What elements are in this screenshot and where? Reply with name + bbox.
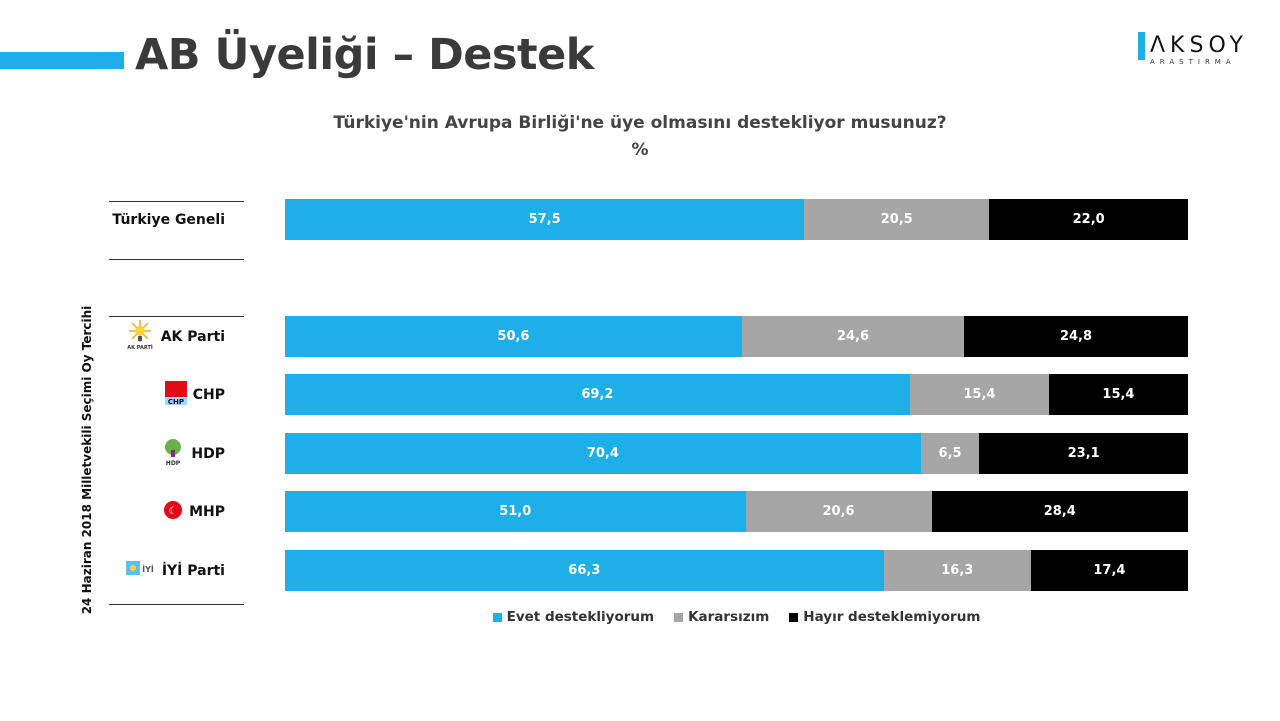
category-label: ☾ MHP <box>163 491 225 532</box>
bar-segment: 17,4 <box>1030 550 1188 591</box>
title-accent-bar <box>0 52 124 69</box>
legend-label: Evet destekliyorum <box>506 609 655 625</box>
bar-segment: 20,6 <box>745 491 932 532</box>
bar-segment: 15,4 <box>909 374 1049 415</box>
svg-text:ARASTIRMA: ARASTIRMA <box>1150 58 1236 66</box>
divider <box>109 316 244 317</box>
category-label: AK PARTİ AK Parti <box>125 316 225 357</box>
svg-text:İYİ: İYİ <box>142 564 154 574</box>
legend-swatch <box>492 612 502 622</box>
category-text: MHP <box>189 503 225 520</box>
iyi-parti-logo: İYİ <box>125 560 156 581</box>
category-text: CHP <box>192 386 225 403</box>
bar-segment: 20,5 <box>804 199 990 240</box>
legend-item: Kararsızım <box>674 609 769 625</box>
legend-item: Evet destekliyorum <box>492 609 655 625</box>
category-label: CHP CHP <box>164 374 225 415</box>
bar-segment: 57,5 <box>285 199 805 240</box>
category-text: HDP <box>191 445 225 462</box>
category-text: İYİ Parti <box>161 562 225 579</box>
legend-swatch <box>789 612 799 622</box>
page-title: AB Üyeliği – Destek <box>135 30 594 80</box>
category-label: İYİ İYİ Parti <box>125 550 225 591</box>
legend: Evet destekliyorum Kararsızım Hayır destek… <box>285 609 1188 625</box>
bar-segment: 22,0 <box>989 199 1188 240</box>
bar-segment: 6,5 <box>920 433 980 474</box>
bar-segment: 51,0 <box>285 491 746 532</box>
stacked-bar: 57,5 20,5 22,0 <box>285 199 1188 240</box>
svg-text:HDP: HDP <box>166 460 181 466</box>
divider <box>109 201 244 202</box>
legend-label: Kararsızım <box>688 609 770 625</box>
category-text: Türkiye Geneli <box>112 211 225 228</box>
ak-parti-logo: AK PARTİ <box>125 319 155 354</box>
mhp-logo: ☾ <box>163 500 183 524</box>
legend-label: Hayır desteklemiyorum <box>803 609 981 625</box>
svg-text:CHP: CHP <box>168 398 184 405</box>
group-label: 24 Haziran 2018 Milletvekili Seçimi Oy T… <box>80 305 94 615</box>
divider <box>109 604 244 605</box>
stacked-bar: 51,0 20,6 28,4 <box>285 491 1188 532</box>
category-label: Türkiye Geneli <box>112 199 225 240</box>
svg-text:ΛKSOY: ΛKSOY <box>1150 33 1248 58</box>
svg-text:AK PARTİ: AK PARTİ <box>127 344 153 350</box>
stacked-bar: 50,6 24,6 24,8 <box>285 316 1188 357</box>
bar-segment: 70,4 <box>285 433 921 474</box>
legend-item: Hayır desteklemiyorum <box>789 609 980 625</box>
divider <box>109 259 244 260</box>
stacked-bar: 66,3 16,3 17,4 <box>285 550 1188 591</box>
bar-segment: 66,3 <box>285 550 884 591</box>
bar-segment: 16,3 <box>883 550 1031 591</box>
stacked-bar: 70,4 6,5 23,1 <box>285 433 1188 474</box>
stacked-bar: 69,2 15,4 15,4 <box>285 374 1188 415</box>
chp-logo: CHP <box>164 380 187 409</box>
bar-segment: 69,2 <box>285 374 910 415</box>
category-label: HDP HDP <box>161 433 225 474</box>
legend-swatch <box>674 612 684 622</box>
bar-segment: 28,4 <box>931 491 1188 532</box>
category-text: AK Parti <box>160 328 225 345</box>
bar-segment: 23,1 <box>979 433 1188 474</box>
aksoy-logo: ΛKSOY ARASTIRMA <box>1138 32 1248 66</box>
bar-segment: 24,6 <box>741 316 965 357</box>
hdp-logo: HDP <box>161 438 185 470</box>
svg-text:☾: ☾ <box>169 506 178 517</box>
bar-segment: 50,6 <box>285 316 742 357</box>
chart-title: Türkiye'nin Avrupa Birliği'ne üye olması… <box>333 113 947 160</box>
bar-segment: 15,4 <box>1048 374 1188 415</box>
bar-segment: 24,8 <box>964 316 1188 357</box>
